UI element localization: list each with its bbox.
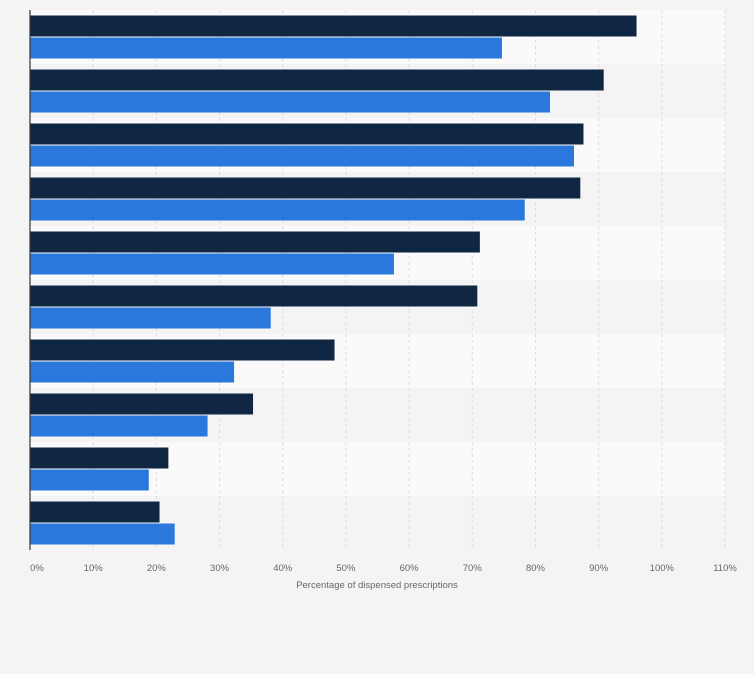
- bar-series-1: [30, 339, 335, 361]
- bar-series-1: [30, 393, 254, 415]
- bar-series-2: [30, 145, 574, 167]
- x-tick-label: 90%: [589, 563, 609, 574]
- bar-series-2: [30, 253, 394, 275]
- x-tick-label: 70%: [463, 563, 483, 574]
- bar-series-2: [30, 469, 149, 491]
- bar-series-2: [30, 361, 235, 383]
- row-bands: [30, 10, 725, 550]
- x-tick-label: 10%: [84, 563, 104, 574]
- bar-series-1: [30, 15, 637, 37]
- x-axis-title: Percentage of dispensed prescriptions: [296, 580, 458, 591]
- x-tick-label: 60%: [400, 563, 420, 574]
- bar-series-1: [30, 231, 480, 253]
- x-tick-label: 110%: [713, 563, 737, 574]
- x-tick-label: 40%: [273, 563, 293, 574]
- bar-series-1: [30, 69, 604, 91]
- bar-series-1: [30, 285, 478, 307]
- bar-series-2: [30, 199, 525, 221]
- x-tick-label: 0%: [30, 563, 44, 574]
- x-tick-label: 100%: [650, 563, 675, 574]
- bar-series-1: [30, 501, 160, 523]
- x-tick-labels: 0% 10% 20% 30% 40% 50% 60% 70% 80% 90% 100% 110%: [30, 563, 737, 574]
- bar-series-2: [30, 307, 271, 329]
- bar-series-1: [30, 123, 584, 145]
- bar-series-2: [30, 523, 175, 545]
- bar-series-2: [30, 91, 550, 113]
- x-tick-label: 50%: [336, 563, 356, 574]
- x-tick-label: 20%: [147, 563, 167, 574]
- x-tick-label: 80%: [526, 563, 546, 574]
- x-tick-label: 30%: [210, 563, 230, 574]
- bar-series-1: [30, 177, 581, 199]
- bar-series-1: [30, 447, 169, 469]
- bars: [30, 15, 637, 545]
- bar-series-2: [30, 415, 208, 437]
- bar-series-2: [30, 37, 502, 59]
